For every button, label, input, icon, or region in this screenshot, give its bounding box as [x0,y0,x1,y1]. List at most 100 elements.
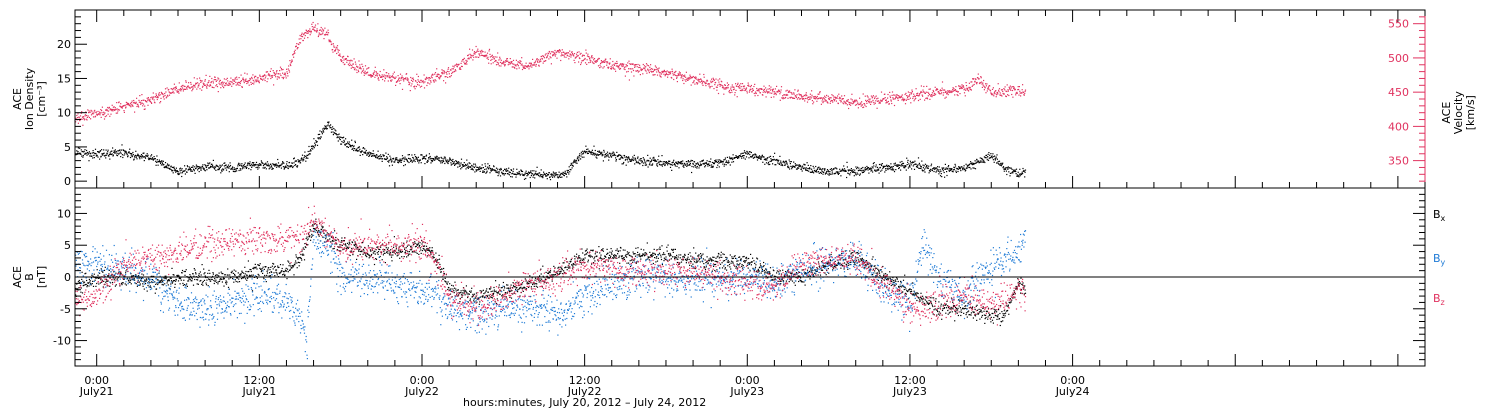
density-velocity-point [882,165,884,167]
density-velocity-point [168,165,170,167]
density-velocity-point [896,164,898,166]
density-velocity-point [571,53,574,55]
density-velocity-point [624,75,626,77]
density-velocity-point [733,157,735,159]
density-velocity-point [118,101,120,103]
density-velocity-point [359,148,361,150]
density-velocity-point [442,160,444,162]
density-velocity-point [754,91,757,93]
density-velocity-point [238,81,241,84]
density-velocity-point [77,151,79,153]
density-velocity-point [404,158,406,160]
magnetic-field-point [201,264,203,266]
density-velocity-point [103,152,105,154]
density-velocity-point [574,160,576,162]
density-velocity-point [185,80,187,82]
density-velocity-point [307,32,309,34]
density-velocity-point [511,173,513,175]
magnetic-field-point [202,280,204,283]
density-velocity-point [948,91,950,93]
density-velocity-point [209,75,211,77]
density-velocity-point [815,97,818,99]
density-velocity-point [277,158,279,161]
density-velocity-point [448,71,450,73]
density-velocity-point [843,100,845,102]
density-velocity-point [417,159,419,161]
density-velocity-point [975,161,977,163]
density-velocity-point [684,163,686,165]
density-velocity-point [542,177,544,179]
density-velocity-point [685,71,687,73]
density-velocity-point [999,94,1001,96]
density-velocity-point [877,168,879,170]
density-velocity-point [412,156,414,159]
density-velocity-point [668,71,670,73]
density-velocity-point [258,167,260,169]
density-velocity-point [280,164,282,167]
density-velocity-point [295,160,297,162]
density-velocity-point [832,168,834,171]
density-velocity-point [1006,90,1008,93]
density-velocity-point [120,103,122,105]
density-velocity-point [380,156,382,158]
density-velocity-point [943,92,945,94]
density-velocity-point [712,77,714,79]
density-velocity-point [447,162,449,165]
density-velocity-point [677,161,679,163]
magnetic-field-point [94,277,97,279]
density-velocity-point [440,156,442,158]
density-velocity-point [257,77,259,79]
density-velocity-point [689,78,691,80]
density-velocity-point [506,170,508,172]
density-velocity-point [615,63,617,65]
density-velocity-point [584,151,586,153]
density-velocity-point [971,85,973,87]
density-velocity-point [788,90,790,92]
density-velocity-point [866,95,868,97]
density-velocity-point [999,164,1001,166]
density-velocity-point [404,156,406,158]
density-velocity-point [644,161,646,163]
magnetic-field-point [174,283,176,285]
density-velocity-point [724,87,726,89]
density-velocity-point [615,160,617,162]
density-velocity-point [954,167,956,169]
magnetic-field-point [107,275,109,277]
density-velocity-point [572,162,574,164]
density-velocity-point [586,63,588,65]
magnetic-field-point [96,282,98,285]
density-velocity-point [423,82,425,84]
magnetic-field-point [175,280,177,282]
density-velocity-point [848,170,850,172]
density-velocity-point [231,168,233,170]
density-velocity-point [109,158,111,160]
density-velocity-point [389,77,391,79]
density-velocity-point [142,103,145,105]
density-velocity-point [994,159,996,161]
density-velocity-point [676,77,678,79]
density-velocity-point [290,166,292,168]
density-velocity-point [97,151,99,153]
density-velocity-point [88,160,90,162]
density-velocity-point [993,95,995,97]
density-velocity-point [269,70,271,72]
density-velocity-point [361,63,363,65]
density-velocity-point [936,170,938,172]
density-velocity-point [772,88,774,90]
density-velocity-point [683,82,685,85]
density-velocity-point [600,66,602,68]
density-velocity-point [671,169,673,171]
density-velocity-point [150,101,152,103]
density-velocity-point [306,30,308,33]
magnetic-field-point [186,285,188,287]
density-velocity-point [263,163,265,165]
density-velocity-point [525,62,527,64]
density-velocity-point [285,166,287,168]
density-velocity-point [232,79,234,81]
density-velocity-point [879,166,881,169]
density-velocity-point [842,170,844,172]
density-velocity-point [93,154,95,156]
density-velocity-point [469,53,471,55]
density-velocity-point [581,55,583,57]
density-velocity-point [937,166,939,168]
